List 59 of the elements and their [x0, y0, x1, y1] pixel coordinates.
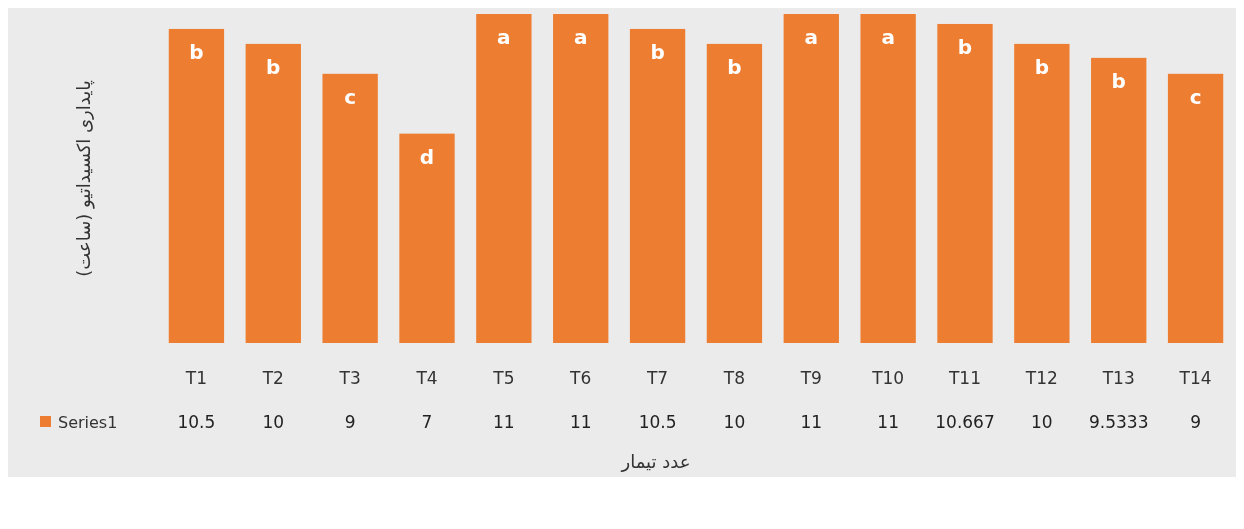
bar: [245, 43, 301, 343]
x-tick-label: T10: [871, 368, 905, 388]
annotation: d: [419, 144, 435, 169]
data-label: 10: [262, 412, 285, 432]
annotation: a: [881, 25, 895, 49]
data-label: 10.5: [638, 412, 677, 432]
annotation: b: [266, 54, 281, 79]
bar: [476, 14, 532, 343]
data-label: 11: [493, 412, 515, 432]
data-label: 11: [800, 412, 823, 432]
bar: [1091, 57, 1147, 343]
annotation: a: [497, 25, 511, 49]
data-label: 11: [569, 412, 592, 432]
bar: [937, 23, 993, 343]
x-tick-label: T6: [569, 368, 592, 388]
x-tick-label: T7: [645, 368, 669, 388]
annotation: b: [1111, 68, 1126, 93]
data-label: 7: [421, 412, 433, 432]
x-tick-label: T2: [261, 368, 284, 388]
legend-label: Series1: [58, 413, 118, 432]
bar: [399, 133, 455, 343]
x-tick-label: T4: [415, 368, 438, 388]
bar: [629, 28, 686, 343]
annotation: c: [1189, 84, 1202, 109]
annotation: b: [957, 34, 973, 59]
data-label: 9.5333: [1088, 412, 1149, 432]
x-tick-label: T8: [722, 368, 746, 388]
bar: [1167, 73, 1224, 343]
bar: [322, 73, 378, 343]
bar: [1014, 43, 1070, 343]
annotation: a: [573, 25, 588, 49]
x-tick-label: T3: [338, 368, 361, 388]
annotation: b: [1034, 54, 1050, 79]
x-tick-label: T11: [947, 368, 982, 388]
data-label: 10.667: [935, 412, 995, 432]
x-tick-label: T9: [799, 368, 822, 388]
data-label: 9: [1190, 412, 1201, 432]
x-tick-label: T14: [1178, 368, 1212, 388]
data-label: 10.5: [177, 412, 216, 432]
annotation: c: [344, 84, 357, 109]
annotation: a: [804, 25, 819, 49]
bar: [168, 28, 225, 343]
y-axis-title: پایداری اکسیداتیو (ساعت): [73, 80, 95, 277]
annotation: b: [727, 54, 742, 79]
annotation: b: [189, 39, 204, 64]
annotation: b: [650, 39, 665, 64]
data-label: 10: [723, 412, 746, 432]
data-label: 9: [344, 412, 356, 432]
data-label: 10: [1031, 412, 1053, 432]
bar: [553, 14, 609, 343]
x-tick-label: T1: [184, 368, 208, 388]
x-tick-label: T5: [492, 368, 515, 388]
x-tick-label: T12: [1024, 368, 1058, 388]
bar: [783, 14, 839, 343]
x-tick-label: T13: [1101, 368, 1135, 388]
bar: [860, 14, 916, 343]
bar: [706, 43, 763, 343]
x-axis-title: عدد تیمار: [620, 451, 691, 472]
data-label: 11: [877, 412, 899, 432]
